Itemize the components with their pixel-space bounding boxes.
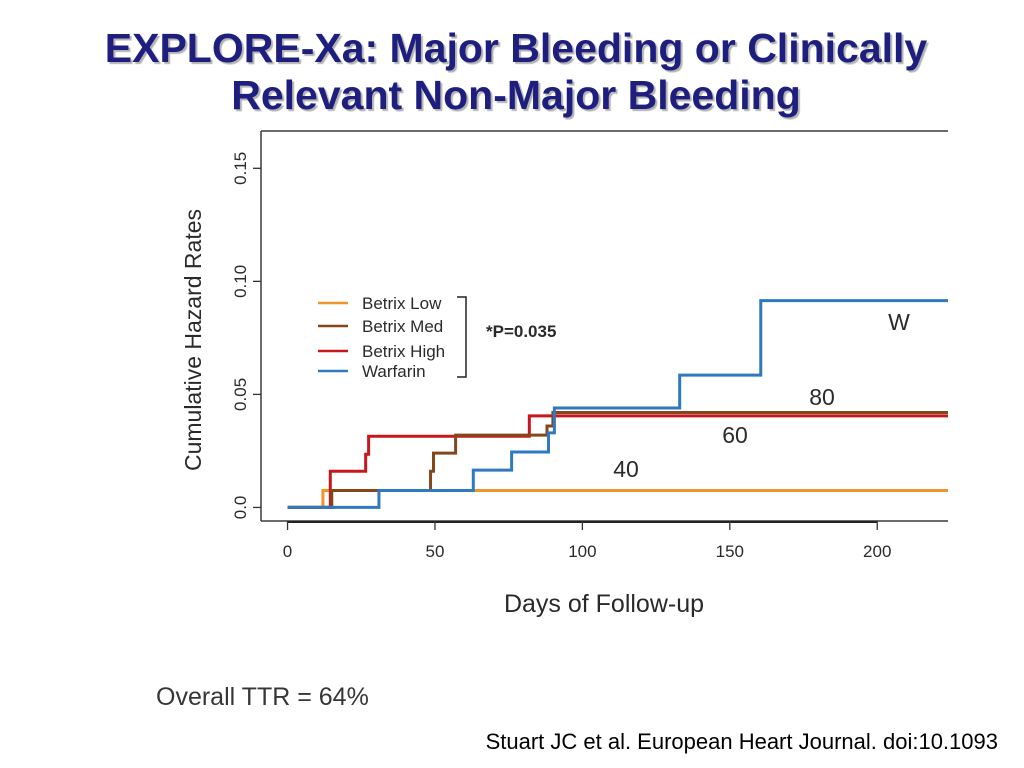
y-axis: 0.0 0.05 0.10 0.15 [231,152,261,519]
x-axis: 0 50 100 150 200 [283,521,891,561]
legend-label-betrix-med: Betrix Med [362,317,443,336]
x-tick-label: 200 [863,542,891,561]
y-tick-label: 0.15 [231,152,250,185]
x-axis-title: Days of Follow-up [504,590,704,618]
p-value-label: *P=0.035 [486,322,556,341]
x-tick-label: 50 [426,542,445,561]
curve-label-60: 60 [722,422,748,448]
x-tick-label: 150 [716,542,744,561]
y-tick-label: 0.05 [231,378,250,411]
legend-bracket [457,296,467,378]
y-tick-label: 0.10 [231,265,250,298]
legend-label-betrix-low: Betrix Low [362,294,442,313]
y-tick-label: 0.0 [231,496,250,520]
curve-label-40: 40 [613,456,639,482]
series-line-warfarin [287,299,948,509]
series-line-betrix-low [287,488,948,509]
slide-title-line-2: Relevant Non-Major Bleeding [231,72,801,118]
series-line-betrix-med [287,410,948,509]
x-tick-label: 100 [568,542,596,561]
slide-title-line-1: EXPLORE-Xa: Major Bleeding or Clinically [104,25,928,71]
y-axis-title: Cumulative Hazard Rates [180,209,206,471]
x-tick-label: 0 [283,542,292,561]
series-layer [287,299,948,509]
cumulative-hazard-chart: 0.00.050.100.15 0 50 100 150 200 Betrix LowB… [180,130,948,618]
citation: Stuart JC et al. European Heart Journal.… [485,729,998,754]
legend-label-warfarin: Warfarin [362,362,426,381]
curve-label-w: W [888,309,910,335]
curve-label-80: 80 [809,384,835,410]
ttr-footnote: Overall TTR = 64% [156,683,369,711]
legend-label-betrix-high: Betrix High [362,342,445,361]
